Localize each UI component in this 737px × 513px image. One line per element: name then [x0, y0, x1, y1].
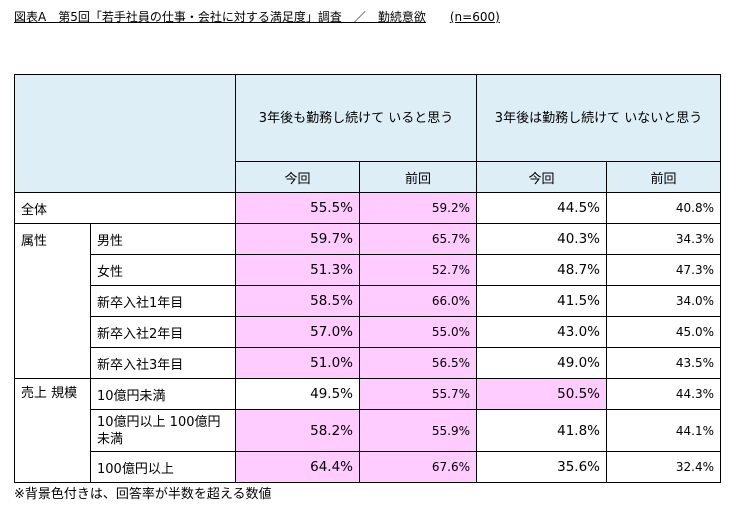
value-cell: 41.5% — [476, 285, 607, 317]
survey-table: 3年後も勤務し続けて いると思う 3年後は勤務し続けて いないと思う 今回 前回… — [14, 74, 721, 483]
row-label: 男性 — [90, 223, 236, 255]
value-cell: 57.0% — [235, 316, 360, 348]
value-cell: 34.0% — [606, 285, 721, 317]
value-cell: 48.7% — [476, 254, 607, 286]
value-cell: 65.7% — [359, 223, 477, 255]
row-label: 10億円以上 100億円未満 — [90, 409, 236, 452]
value-cell: 67.6% — [359, 451, 477, 483]
row-label: 女性 — [90, 254, 236, 286]
subheader-current: 今回 — [235, 161, 360, 193]
value-cell: 32.4% — [606, 451, 721, 483]
value-cell: 66.0% — [359, 285, 477, 317]
value-cell: 55.5% — [235, 192, 360, 224]
row-label: 新卒入社1年目 — [90, 285, 236, 317]
value-cell: 45.0% — [606, 316, 721, 348]
group-header-leave: 3年後は勤務し続けて いないと思う — [476, 74, 721, 162]
row-label: 100億円以上 — [90, 451, 236, 483]
table-title: 図表A 第5回「若手社員の仕事・会社に対する満足度」調査 ／ 勤続意欲 (n=60… — [14, 8, 500, 25]
value-cell: 35.6% — [476, 451, 607, 483]
row-label: 10億円未満 — [90, 378, 236, 410]
section-label: 売上 規模 — [14, 378, 91, 483]
footnote: ※背景色付きは、回答率が半数を超える数値 — [14, 487, 272, 502]
value-cell: 41.8% — [476, 409, 607, 452]
subheader-previous: 前回 — [359, 161, 477, 193]
row-label: 新卒入社3年目 — [90, 347, 236, 379]
value-cell: 55.7% — [359, 378, 477, 410]
header-corner — [14, 74, 236, 193]
sample-size: (n=600) — [449, 10, 500, 24]
value-cell: 51.0% — [235, 347, 360, 379]
value-cell: 59.2% — [359, 192, 477, 224]
value-cell: 34.3% — [606, 223, 721, 255]
value-cell: 43.0% — [476, 316, 607, 348]
section-label: 属性 — [14, 223, 91, 379]
row-label: 新卒入社2年目 — [90, 316, 236, 348]
value-cell: 55.9% — [359, 409, 477, 452]
value-cell: 56.5% — [359, 347, 477, 379]
group-header-stay: 3年後も勤務し続けて いると思う — [235, 74, 477, 162]
subheader-current: 今回 — [476, 161, 607, 193]
value-cell: 49.5% — [235, 378, 360, 410]
row-label: 全体 — [14, 192, 236, 224]
value-cell: 59.7% — [235, 223, 360, 255]
value-cell: 40.3% — [476, 223, 607, 255]
value-cell: 40.8% — [606, 192, 721, 224]
value-cell: 44.3% — [606, 378, 721, 410]
title-text: 図表A 第5回「若手社員の仕事・会社に対する満足度」調査 ／ 勤続意欲 — [14, 10, 426, 24]
value-cell: 49.0% — [476, 347, 607, 379]
value-cell: 44.1% — [606, 409, 721, 452]
value-cell: 43.5% — [606, 347, 721, 379]
value-cell: 55.0% — [359, 316, 477, 348]
value-cell: 58.5% — [235, 285, 360, 317]
value-cell: 47.3% — [606, 254, 721, 286]
value-cell: 64.4% — [235, 451, 360, 483]
value-cell: 50.5% — [476, 378, 607, 410]
group-header-stay-label: 3年後も勤務し続けて いると思う — [258, 110, 454, 126]
group-header-leave-label: 3年後は勤務し続けて いないと思う — [494, 110, 703, 126]
value-cell: 44.5% — [476, 192, 607, 224]
value-cell: 51.3% — [235, 254, 360, 286]
subheader-previous: 前回 — [606, 161, 721, 193]
value-cell: 52.7% — [359, 254, 477, 286]
value-cell: 58.2% — [235, 409, 360, 452]
